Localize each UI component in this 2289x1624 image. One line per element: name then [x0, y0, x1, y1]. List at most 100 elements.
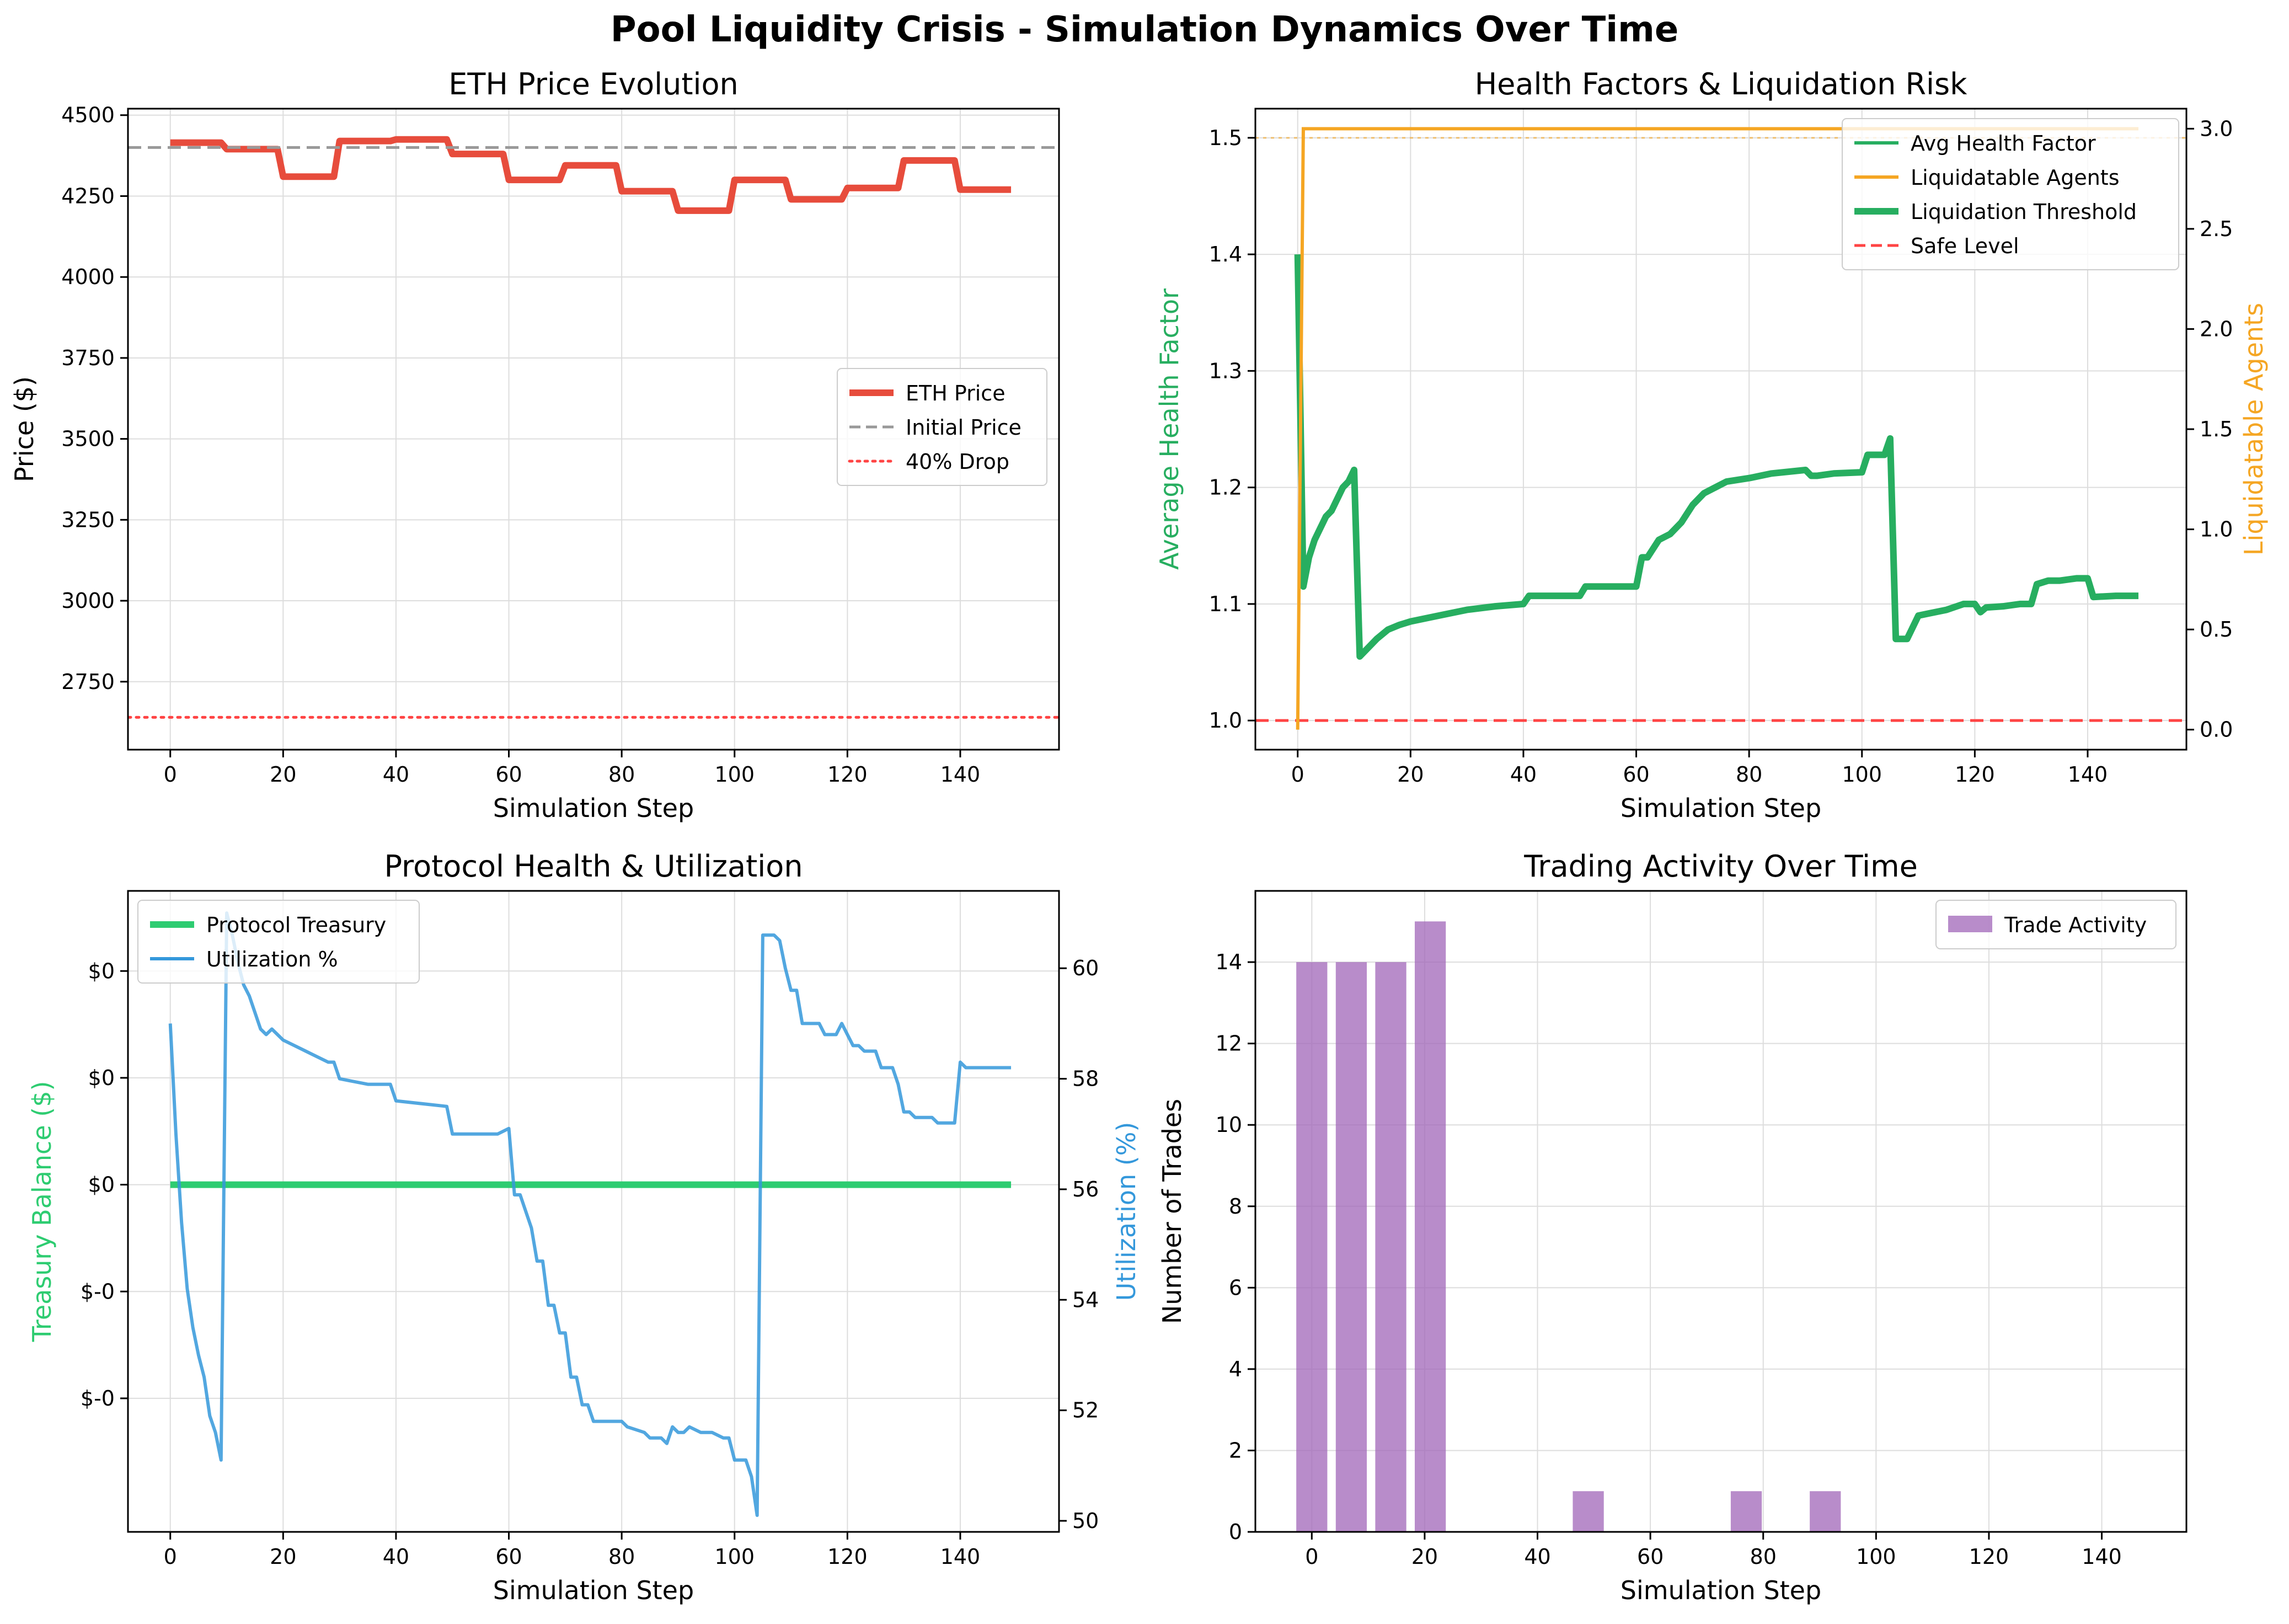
trade-bar	[1573, 1491, 1604, 1532]
trade-bar	[1375, 962, 1406, 1532]
series-line-utilization	[168, 911, 1012, 1517]
legend-label: Protocol Treasury	[206, 913, 386, 937]
y-tick-label: 1.1	[1209, 592, 1242, 616]
legend-label: Safe Level	[1911, 234, 2019, 258]
y-tick-label: $0	[88, 1066, 115, 1090]
axes-frame	[1254, 890, 2188, 1533]
y-right-tick-label: 54	[1072, 1288, 1099, 1312]
chart-eth: 0 20 40 60 80 100 120 140 2750 3000 3250 3500 3750 40…	[9, 67, 1060, 823]
legend-box	[837, 368, 1047, 486]
x-tick-label: 140	[2082, 1545, 2122, 1569]
x-tick-label: 60	[1637, 1545, 1664, 1569]
y-right-tick-label: 3.0	[2200, 116, 2233, 141]
x-axis-label: Simulation Step	[1621, 793, 1821, 823]
chart-title: Trading Activity Over Time	[1523, 849, 1918, 884]
x-tick-label: 40	[383, 762, 409, 787]
x-tick-label: 80	[1736, 762, 1762, 787]
series-line-avg-health	[1294, 254, 2139, 660]
y-right-axis-label: Utilization (%)	[1111, 1122, 1141, 1301]
y-tick-label: 4000	[61, 265, 115, 289]
legend-label: ETH Price	[906, 381, 1006, 405]
x-tick-label: 0	[164, 1545, 177, 1569]
legend-label: Trade Activity	[2004, 913, 2147, 937]
legend-label: Utilization %	[206, 947, 338, 971]
plot-area	[128, 136, 1059, 719]
axes-frame	[127, 108, 1060, 751]
y-right-tick-label: 0.0	[2200, 718, 2233, 742]
plot-area	[1296, 921, 1841, 1532]
y-tick-label: 4500	[61, 103, 115, 127]
legend-label: Liquidatable Agents	[1911, 165, 2120, 190]
legend-label: Liquidation Threshold	[1911, 200, 2137, 224]
axes-frame	[127, 890, 1060, 1533]
trade-bar	[1415, 921, 1446, 1532]
y-axis-label: Treasury Balance ($)	[27, 1081, 57, 1343]
plot-area	[168, 911, 1012, 1517]
y-tick-label: 2750	[61, 670, 115, 694]
grid-lines	[128, 891, 1059, 1532]
x-tick-label: 100	[1856, 1545, 1896, 1569]
x-tick-label: 100	[714, 762, 755, 787]
y-right-tick-label: 0.5	[2200, 617, 2233, 642]
y-tick-label: 0	[1229, 1520, 1242, 1544]
trade-bar	[1810, 1491, 1841, 1532]
y-tick-label: $-0	[81, 1386, 115, 1411]
chart-title: ETH Price Evolution	[448, 67, 739, 101]
y-right-tick-label: 58	[1072, 1067, 1099, 1091]
x-tick-label: 0	[164, 762, 177, 787]
legend-box	[137, 900, 420, 984]
y-axis-label: Average Health Factor	[1154, 289, 1184, 570]
x-tick-label: 60	[495, 1545, 522, 1569]
figure-title: Pool Liquidity Crisis - Simulation Dynam…	[611, 9, 1679, 50]
y-tick-label: $0	[88, 959, 115, 983]
x-tick-label: 40	[383, 1545, 409, 1569]
x-tick-label: 120	[1969, 1545, 2009, 1569]
legend-label: Avg Health Factor	[1911, 131, 2096, 156]
x-axis-label: Simulation Step	[1621, 1575, 1821, 1605]
x-tick-label: 100	[714, 1545, 755, 1569]
x-tick-label: 20	[1397, 762, 1424, 787]
y-right-tick-label: 2.5	[2200, 217, 2233, 241]
y-right-tick-label: 52	[1072, 1398, 1099, 1423]
x-tick-label: 0	[1305, 1545, 1318, 1569]
x-tick-label: 40	[1524, 1545, 1550, 1569]
y-tick-label: 12	[1216, 1032, 1242, 1056]
x-tick-label: 80	[608, 762, 635, 787]
y-tick-label: 3250	[61, 507, 115, 532]
x-tick-label: 0	[1291, 762, 1304, 787]
y-tick-label: 1.5	[1209, 126, 1242, 150]
chart-title: Health Factors & Liquidation Risk	[1475, 67, 1968, 101]
y-tick-label: 1.4	[1209, 242, 1242, 266]
trade-bar	[1730, 1491, 1762, 1532]
y-right-tick-label: 56	[1072, 1177, 1099, 1201]
x-tick-label: 80	[1750, 1545, 1777, 1569]
y-axis-label: Number of Trades	[1157, 1099, 1187, 1324]
x-tick-label: 120	[1955, 762, 1995, 787]
chart-trades: 0 20 40 60 80 100 120 140 0 2 4 6 8 10 12 14 Trading Act…	[1157, 849, 2188, 1605]
grid-lines	[128, 109, 1059, 750]
y-right-tick-label: 50	[1072, 1509, 1099, 1533]
trade-bar	[1296, 962, 1328, 1532]
y-tick-label: 8	[1229, 1194, 1242, 1219]
legend-box	[1842, 118, 2179, 270]
y-tick-label: 1.0	[1209, 708, 1242, 733]
y-right-axis-label: Liquidatable Agents	[2239, 303, 2269, 555]
y-tick-label: 4	[1229, 1357, 1242, 1381]
y-tick-label: $0	[88, 1173, 115, 1197]
y-tick-label: 3500	[61, 427, 115, 451]
x-tick-label: 60	[1623, 762, 1649, 787]
y-tick-label: 3000	[61, 589, 115, 613]
y-right-tick-label: 1.5	[2200, 417, 2233, 441]
y-tick-label: 3750	[61, 346, 115, 370]
y-tick-label: 4250	[61, 184, 115, 208]
y-right-tick-label: 1.0	[2200, 517, 2233, 542]
legend-label: Initial Price	[906, 415, 1022, 440]
y-right-tick-label: 60	[1072, 956, 1099, 980]
legend: Trade Activity	[1935, 900, 2176, 949]
y-tick-label: 1.2	[1209, 476, 1242, 500]
x-tick-label: 140	[940, 1545, 981, 1569]
x-tick-label: 40	[1510, 762, 1537, 787]
legend: Avg Health Factor Liquidatable Agents Liqu…	[1842, 118, 2179, 270]
x-axis-label: Simulation Step	[493, 1575, 694, 1605]
